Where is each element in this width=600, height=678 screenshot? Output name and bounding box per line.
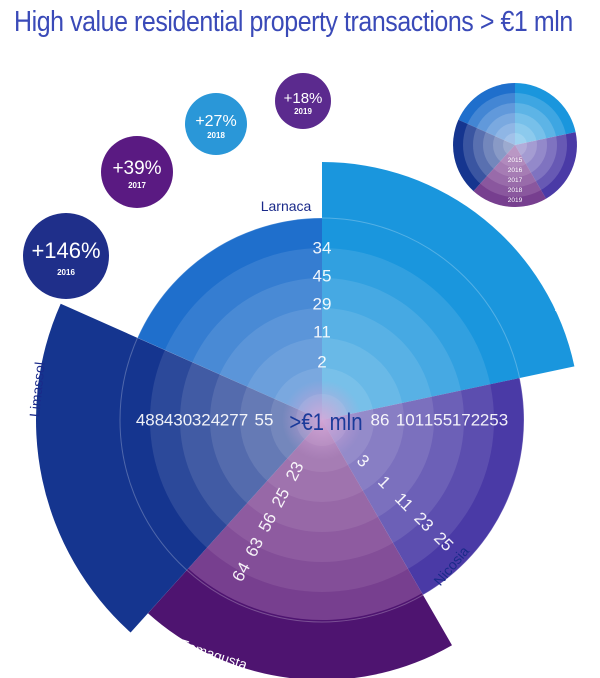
page-title: High value residential property transact… (14, 6, 573, 38)
bubble-year: 2018 (207, 131, 225, 140)
value-label-paphos: 253 (480, 411, 508, 430)
famagusta-inner-glow (188, 420, 422, 620)
growth-bubble-2017: +39% 2017 (101, 136, 173, 208)
legend-year-label: 2015 (508, 157, 523, 164)
legend-famagusta-glow (473, 145, 546, 208)
legend-ring (483, 113, 547, 177)
bubble-year: 2019 (294, 107, 312, 116)
value-label-limassol: 324 (192, 411, 220, 430)
center-glow (282, 380, 362, 460)
bubble-circle (23, 213, 109, 299)
value-label-limassol: 277 (220, 411, 248, 430)
legend-sector-famagusta (473, 145, 546, 208)
bubble-year: 2016 (57, 268, 75, 277)
value-label-larnaca: 11 (313, 323, 331, 342)
center-label: >€1 mln (289, 408, 362, 435)
bubble-value: +18% (284, 90, 323, 107)
legend-sector-limassol (453, 119, 515, 192)
sector-famagusta (148, 420, 452, 678)
value-label-limassol: 488 (136, 411, 164, 430)
legend-ring (463, 93, 567, 197)
region-label-larnaca: Larnaca (261, 198, 312, 214)
value-label-limassol: 55 (255, 411, 274, 430)
sectors-layer (35, 162, 575, 678)
value-label-larnaca: 45 (313, 267, 332, 286)
sector-paphos (322, 162, 575, 420)
value-label-paphos: 86 (371, 411, 390, 430)
legend-sector-paphos (515, 83, 576, 145)
value-label-larnaca: 29 (313, 295, 332, 314)
bubble-year: 2017 (128, 181, 146, 190)
legend-year-label: 2017 (508, 177, 523, 184)
legend-ring (493, 123, 537, 167)
value-label-larnaca: 2 (317, 353, 326, 372)
growth-bubbles-layer: +146% 2016 +39% 2017 +27%2018 +18%2019 (23, 73, 331, 299)
legend-sector-larnaca (458, 83, 515, 145)
bubble-circle (101, 136, 173, 208)
bubble-circle (185, 93, 247, 155)
value-label-paphos: 172 (452, 411, 480, 430)
legend-year-label: 2016 (508, 167, 523, 174)
growth-bubble-2018: +27%2018 (185, 93, 247, 155)
sector-larnaca (137, 218, 322, 420)
growth-bubble-2019: +18%2019 (275, 73, 331, 129)
year-rings-layer (119, 217, 525, 623)
legend-year-label: 2019 (508, 197, 523, 204)
legend-sector-nicosia (515, 132, 577, 199)
year-ring-legend: 2015 2016 2017 2018 2019 (453, 83, 577, 208)
bubble-value: +39% (112, 158, 161, 179)
growth-bubble-2016: +146% 2016 (23, 213, 109, 299)
value-label-paphos: 101 (396, 411, 424, 430)
region-label-limassol: Limassol (26, 361, 48, 418)
legend-ring (503, 133, 527, 157)
value-label-larnaca: 34 (313, 239, 332, 258)
legend-ring (473, 103, 557, 187)
bubble-circle (275, 73, 331, 129)
legend-year-label: 2018 (508, 187, 523, 194)
value-label-limassol: 430 (164, 411, 192, 430)
bubble-value: +27% (195, 113, 236, 130)
bubble-value: +146% (31, 238, 100, 263)
base-ring-outline (119, 217, 525, 623)
sector-limassol (35, 303, 322, 633)
value-label-paphos: 155 (424, 411, 452, 430)
sector-nicosia (322, 378, 525, 595)
